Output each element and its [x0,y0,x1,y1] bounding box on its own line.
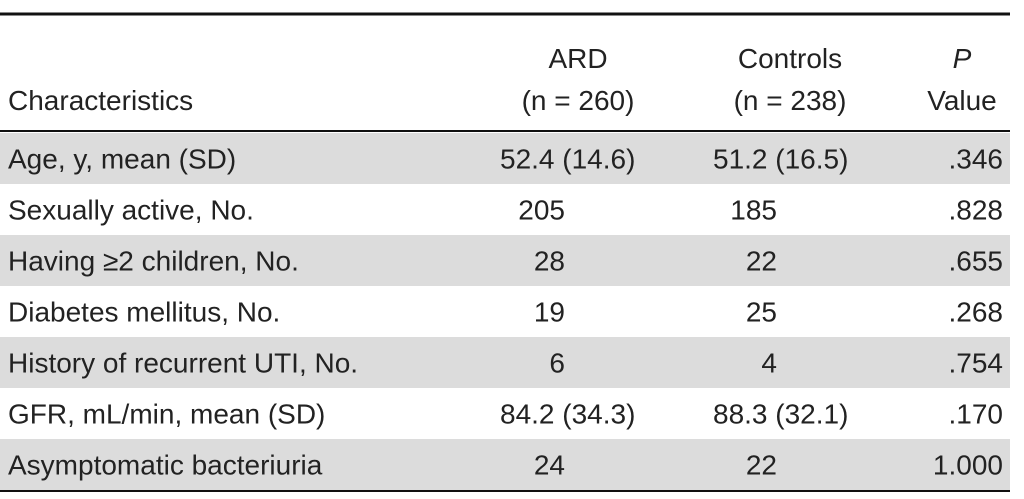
row-bands [0,133,1010,490]
cells: Characteristics ARD (n = 260) Controls (n = … [8,43,1003,481]
header-label: P [953,43,972,74]
header-label: Controls [738,43,842,74]
cell-value: 51.2 (16.5) [713,144,848,175]
cell-value: 1.000 [933,450,1003,481]
cell-value: 19 [534,297,565,328]
cell-value: 52.4 (14.6) [500,144,635,175]
header-label: ARD [548,43,607,74]
row-band [0,439,1010,490]
header-label: (n = 238) [734,85,847,116]
cell-value: 84.2 (34.3) [500,399,635,430]
header-label: Characteristics [8,85,193,116]
cell-value: 4 [761,348,777,379]
cell-value: 6 [549,348,565,379]
row-label: GFR, mL/min, mean (SD) [8,399,325,430]
cell-value: .170 [949,399,1004,430]
cell-value: 24 [534,450,565,481]
row-label: History of recurrent UTI, No. [8,348,358,379]
cell-value: .655 [949,246,1004,277]
cell-value: .346 [949,144,1004,175]
cell-value: 185 [730,195,777,226]
cell-value: 22 [746,246,777,277]
cell-value: .828 [949,195,1004,226]
cell-value: 28 [534,246,565,277]
row-label: Age, y, mean (SD) [8,144,236,175]
row-band [0,133,1010,184]
cell-value: .268 [949,297,1004,328]
row-label: Sexually active, No. [8,195,254,226]
cell-value: 205 [518,195,565,226]
row-label: Asymptomatic bacteriuria [8,450,323,481]
header-label: (n = 260) [522,85,635,116]
row-label: Having ≥2 children, No. [8,246,299,277]
header-label: Value [927,85,997,116]
row-band [0,337,1010,388]
row-label: Diabetes mellitus, No. [8,297,280,328]
row-band [0,235,1010,286]
cell-value: 22 [746,450,777,481]
cell-value: 25 [746,297,777,328]
cell-value: 88.3 (32.1) [713,399,848,430]
cell-value: .754 [949,348,1004,379]
